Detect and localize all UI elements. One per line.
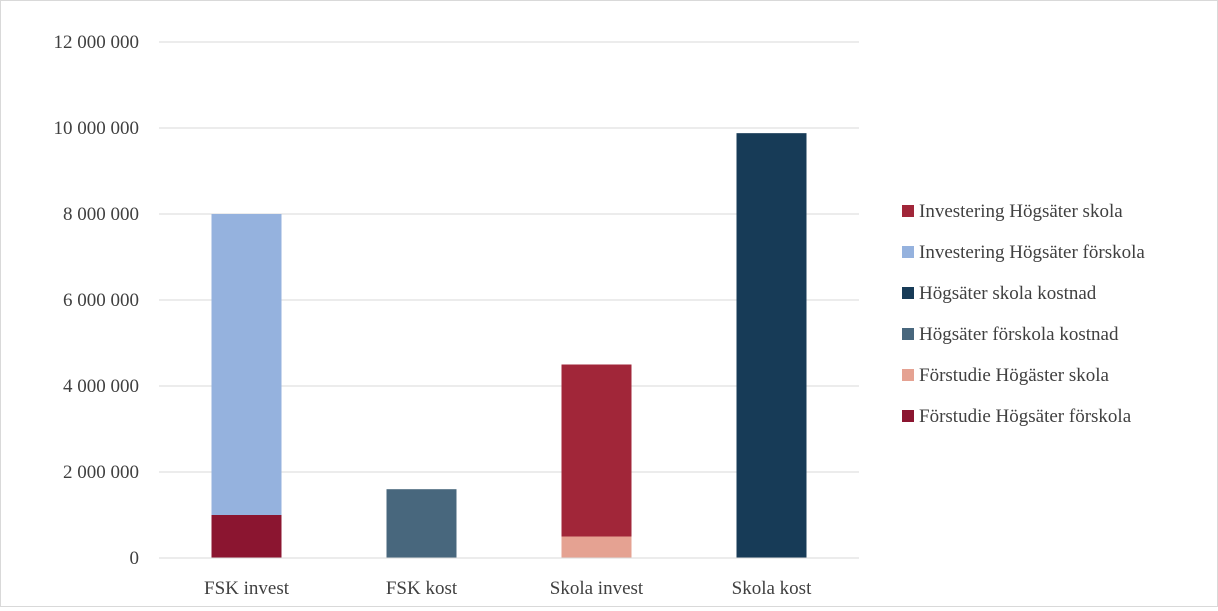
bar-segment-3-3	[736, 133, 807, 558]
y-tick-label: 10 000 000	[54, 118, 140, 139]
legend-label: Investering Högsäter skola	[919, 201, 1123, 222]
bar-segment-2-1	[561, 536, 632, 558]
bar-segment-0-4	[211, 214, 282, 515]
y-tick-label: 0	[130, 548, 140, 569]
x-tick-label: FSK invest	[204, 578, 290, 599]
x-tick-label: FSK kost	[386, 578, 458, 599]
y-tick-label: 6 000 000	[63, 290, 139, 311]
legend-swatch	[902, 287, 914, 299]
legend-swatch	[902, 328, 914, 340]
legend-swatch	[902, 369, 914, 381]
legend: Investering Högsäter skola Investering Hö…	[902, 201, 1145, 427]
bar-segment-0-0	[211, 515, 282, 558]
x-axis-tick-labels: FSK invest FSK kost Skola invest Skola kost	[204, 578, 812, 599]
legend-label: Högsäter skola kostnad	[919, 283, 1097, 304]
legend-swatch	[902, 410, 914, 422]
y-tick-label: 8 000 000	[63, 204, 139, 225]
x-tick-label: Skola invest	[550, 578, 644, 599]
y-axis-tick-labels: 0 2 000 000 4 000 000 6 000 000 8 000 000 10 …	[54, 32, 140, 569]
legend-label: Högsäter förskola kostnad	[919, 324, 1119, 345]
y-tick-label: 4 000 000	[63, 376, 139, 397]
bar-segment-1-2	[386, 489, 457, 558]
legend-label: Förstudie Högsäter förskola	[919, 406, 1132, 427]
y-tick-label: 12 000 000	[54, 32, 140, 53]
legend-label: Investering Högsäter förskola	[919, 242, 1145, 263]
x-tick-label: Skola kost	[732, 578, 812, 599]
legend-swatch	[902, 205, 914, 217]
legend-label: Förstudie Högäster skola	[919, 365, 1110, 386]
y-tick-label: 2 000 000	[63, 462, 139, 483]
bar-segment-2-5	[561, 364, 632, 537]
legend-swatch	[902, 246, 914, 258]
bars	[211, 133, 807, 558]
